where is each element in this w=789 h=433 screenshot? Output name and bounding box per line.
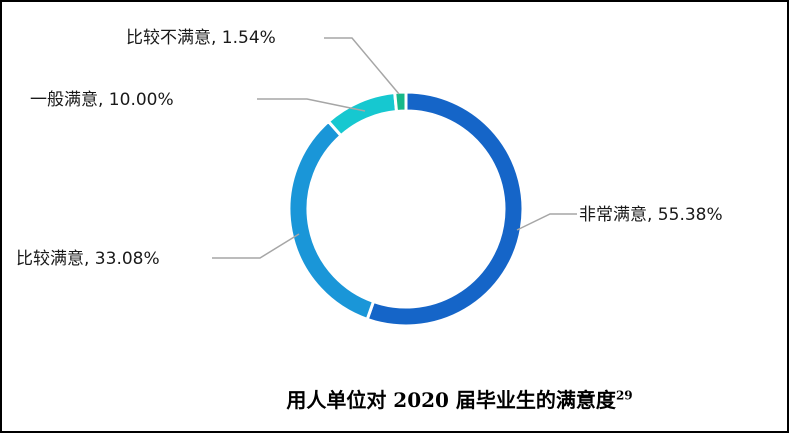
- leader-line-2: [212, 233, 300, 259]
- chart-title-footnote: 29: [615, 388, 633, 403]
- slice-label-3: 一般满意, 10.00%: [30, 90, 174, 110]
- slice-3: [326, 90, 399, 138]
- chart-title-text: 用人单位对 2020 届毕业生的满意度: [286, 388, 616, 412]
- slice-1: [365, 90, 525, 328]
- slice-label-4: 比较不满意, 1.54%: [126, 28, 276, 48]
- leader-line-1: [516, 213, 577, 231]
- slice-4: [393, 90, 408, 114]
- slice-label-2: 比较满意, 33.08%: [16, 249, 160, 269]
- leader-line-3: [257, 98, 366, 112]
- chart-title: 用人单位对 2020 届毕业生的满意度29: [2, 384, 787, 413]
- slice-2: [287, 119, 376, 322]
- slice-label-1: 非常满意, 55.38%: [579, 205, 723, 225]
- leader-line-4: [324, 37, 400, 95]
